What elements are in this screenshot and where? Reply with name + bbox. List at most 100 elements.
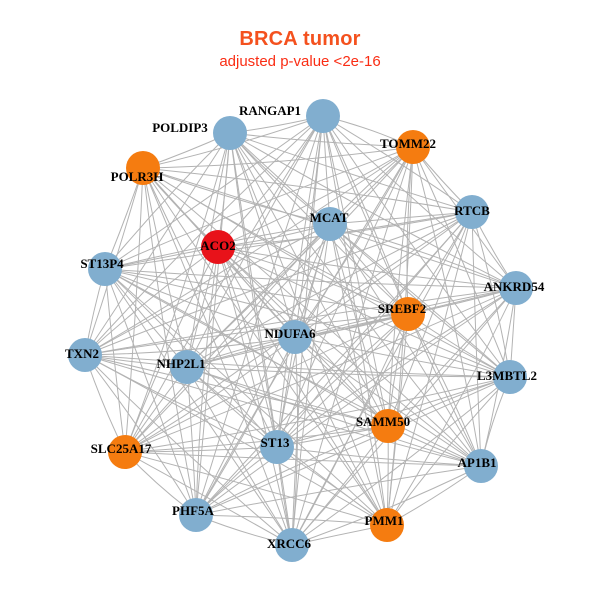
node-circle[interactable] (499, 271, 533, 305)
node-circle[interactable] (455, 195, 489, 229)
network-node[interactable]: SLC25A17 (91, 435, 152, 469)
network-edge (322, 115, 511, 378)
node-circle[interactable] (201, 230, 235, 264)
network-edge (387, 146, 414, 427)
node-circle[interactable] (396, 130, 430, 164)
node-circle[interactable] (464, 449, 498, 483)
network-edge (84, 354, 482, 467)
node-label: TOMM22 (380, 136, 436, 151)
network-node[interactable]: PMM1 (365, 508, 404, 542)
network-edge (124, 451, 388, 526)
node-circle[interactable] (179, 498, 213, 532)
network-node[interactable]: XRCC6 (267, 528, 312, 562)
network-edge (142, 167, 197, 516)
network-node[interactable]: AP1B1 (458, 449, 499, 483)
network-edge (322, 115, 482, 467)
node-circle[interactable] (88, 252, 122, 286)
network-edge (195, 211, 473, 516)
node-circle[interactable] (278, 320, 312, 354)
network-edge (84, 146, 414, 356)
network-edge (124, 451, 482, 467)
node-circle[interactable] (370, 508, 404, 542)
network-node[interactable]: SREBF2 (378, 297, 426, 331)
node-circle[interactable] (391, 297, 425, 331)
network-edge (186, 366, 389, 427)
network-edge (322, 115, 389, 427)
network-node[interactable]: ST13 (260, 430, 294, 464)
network-edge (329, 223, 517, 289)
network-edge (142, 167, 388, 526)
node-label: ST13P4 (80, 256, 124, 271)
node-circle[interactable] (275, 528, 309, 562)
network-edge (291, 425, 389, 546)
node-circle[interactable] (260, 430, 294, 464)
node-circle[interactable] (313, 207, 347, 241)
node-circle[interactable] (170, 350, 204, 384)
network-edge (217, 246, 511, 378)
network-node[interactable]: POLR3H (111, 151, 164, 185)
network-edge (124, 132, 231, 453)
node-circle[interactable] (108, 435, 142, 469)
network-edge (195, 514, 388, 526)
network-edge (84, 211, 473, 356)
network-edge (124, 451, 293, 546)
network-node[interactable]: TXN2 (65, 338, 102, 372)
network-edge (412, 146, 511, 378)
node-label: L3MBTL2 (477, 368, 537, 383)
nodes-layer[interactable]: RANGAP1 POLDIP3 TOMM22 POLR3H RTCB MCAT ACO2 ST… (65, 99, 545, 562)
network-node[interactable]: PHF5A (172, 498, 215, 532)
network-edge (294, 336, 482, 467)
node-circle[interactable] (68, 338, 102, 372)
network-node[interactable]: ANKRD54 (484, 271, 545, 305)
network-edge (84, 246, 219, 356)
network-edge (142, 167, 188, 368)
network-edge (217, 246, 482, 467)
network-node[interactable]: NHP2L1 (156, 350, 206, 384)
network-node[interactable]: SAMM50 (356, 409, 410, 443)
network-edge (186, 366, 293, 546)
network-node[interactable]: L3MBTL2 (477, 360, 537, 394)
network-node[interactable]: RTCB (454, 195, 490, 229)
network-edge (217, 115, 324, 248)
node-circle[interactable] (371, 409, 405, 443)
network-edge (291, 146, 414, 546)
network-node[interactable]: TOMM22 (380, 130, 436, 164)
network-edge (229, 132, 414, 148)
network-edge (104, 211, 473, 270)
network-edge (386, 211, 473, 526)
network-node[interactable]: POLDIP3 (152, 116, 247, 150)
node-label: AP1B1 (458, 455, 497, 470)
network-edge (104, 268, 126, 453)
node-circle[interactable] (126, 151, 160, 185)
network-edge (104, 268, 511, 378)
network-node[interactable]: NDUFA6 (264, 320, 316, 354)
network-edge (124, 425, 389, 453)
network-node[interactable]: MCAT (310, 207, 349, 241)
network-edge (276, 446, 482, 467)
network-edge (195, 132, 231, 516)
network-node[interactable]: RANGAP1 (239, 99, 340, 133)
node-label: SLC25A17 (91, 441, 152, 456)
network-node[interactable]: ACO2 (200, 230, 236, 264)
network-node[interactable]: ST13P4 (80, 252, 124, 286)
node-label: SAMM50 (356, 414, 410, 429)
node-label: ANKRD54 (484, 279, 545, 294)
network-edge (329, 223, 511, 378)
node-label: RTCB (454, 203, 490, 218)
network-edge (387, 211, 473, 427)
network-edge (229, 132, 296, 338)
network-edge (104, 132, 231, 270)
node-circle[interactable] (306, 99, 340, 133)
network-edge (217, 211, 473, 248)
node-label: TXN2 (65, 346, 99, 361)
network-edge (104, 268, 197, 516)
network-edge (322, 115, 388, 526)
node-circle[interactable] (213, 116, 247, 150)
network-edge (294, 146, 414, 338)
network-edge (124, 313, 409, 453)
node-circle[interactable] (493, 360, 527, 394)
network-edge (142, 167, 473, 213)
node-label: NDUFA6 (264, 326, 316, 341)
network-edge (217, 146, 414, 248)
